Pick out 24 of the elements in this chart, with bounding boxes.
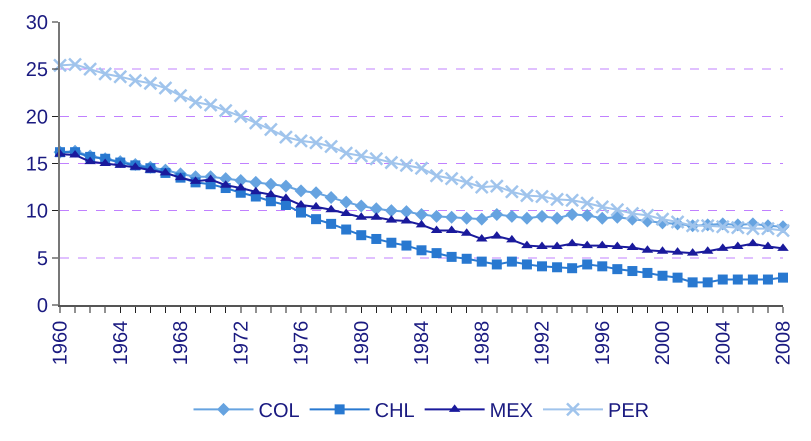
x-tick-label: 1968 <box>170 320 192 366</box>
x-tick-label: 1984 <box>411 320 433 366</box>
legend-label: PER <box>608 400 650 422</box>
x-tick-label: 2004 <box>712 320 734 366</box>
legend-label: CHL <box>374 400 415 422</box>
x-tick-label: 1988 <box>471 320 494 366</box>
legend-label: COL <box>258 400 300 422</box>
x-tick-label: 1960 <box>50 320 72 366</box>
y-tick-label: 30 <box>26 12 48 34</box>
x-tick-label: 1980 <box>350 320 373 366</box>
y-tick-label: 20 <box>26 106 48 128</box>
x-tick-label: 1964 <box>110 320 132 366</box>
x-tick-label: 2000 <box>652 320 674 366</box>
x-tick-label: 2008 <box>772 320 794 366</box>
y-tick-label: 0 <box>36 295 48 317</box>
x-tick-label: 1972 <box>230 320 252 366</box>
y-tick-label: 25 <box>26 59 48 82</box>
x-tick-label: 1996 <box>592 320 614 366</box>
x-tick-label: 1976 <box>290 320 312 366</box>
x-tick-label: 1992 <box>532 320 554 366</box>
y-tick-label: 15 <box>26 154 48 176</box>
y-tick-label: 5 <box>36 248 48 270</box>
y-tick-label: 10 <box>26 200 48 223</box>
legend-label: MEX <box>490 400 533 422</box>
